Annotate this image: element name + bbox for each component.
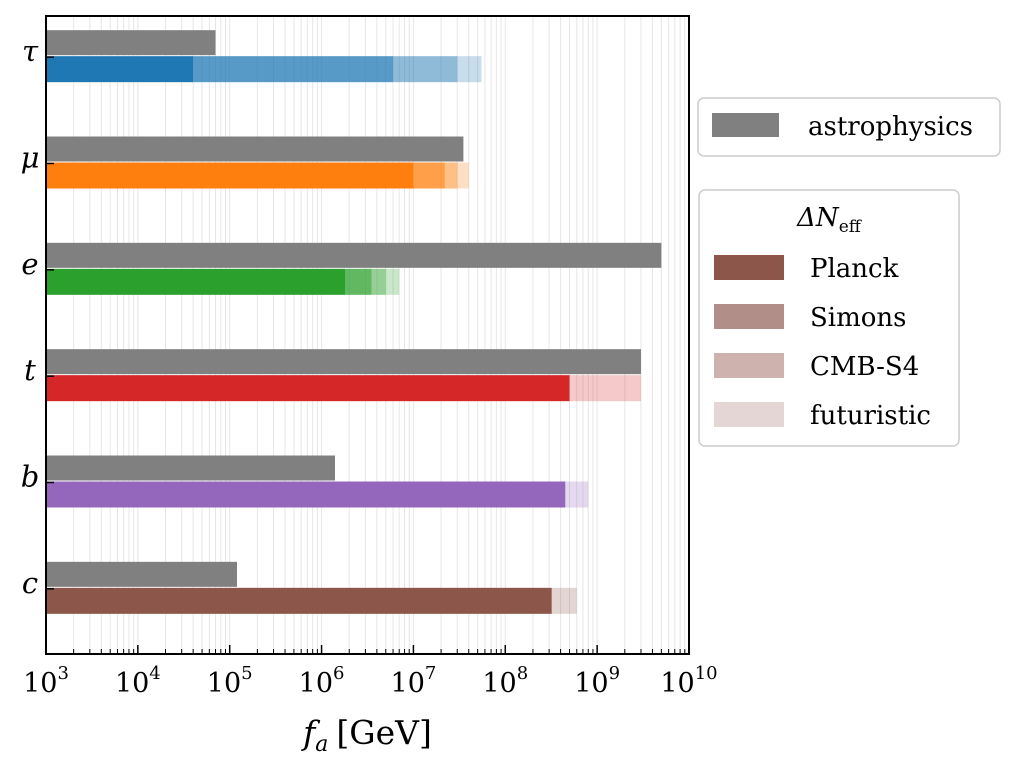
legend-label-astrophysics: astrophysics [808, 112, 973, 142]
grid [73, 16, 686, 654]
legend-label-planck: Planck [810, 254, 899, 284]
legend-delta-neff-frame [698, 189, 960, 447]
x-axis: 103 104 105 106 107 108 109 1010 [23, 645, 718, 699]
x-tick-label: 104 [115, 663, 161, 699]
legend-title-sub: eff [839, 217, 863, 237]
legend-astrophysics: astrophysics [697, 97, 1001, 157]
legend-swatch-futuristic [714, 402, 784, 427]
bar-astrophysics [46, 242, 662, 268]
x-tick-label: 109 [574, 663, 620, 699]
x-tick-label: 1010 [660, 663, 717, 699]
legend-swatch-planck [714, 255, 784, 280]
legend-swatch-cmb-s4 [714, 353, 784, 378]
y-tick-label: τ [22, 34, 39, 68]
y-tick-label: b [21, 460, 40, 494]
legend-entries: Planck Simons CMB-S4 futuristic [714, 254, 931, 431]
bar-astrophysics [46, 136, 464, 162]
legend-swatch-astrophysics [712, 113, 779, 137]
x-axis-title-sub: a [315, 732, 328, 757]
legend-swatch-simons [714, 304, 784, 329]
bars [46, 30, 662, 614]
bar-astrophysics [46, 349, 641, 375]
legend-label-simons: Simons [810, 303, 907, 333]
bar-delta-neff-planck [46, 481, 566, 508]
bar-delta-neff-planck [46, 56, 194, 83]
bar-delta-neff-futuristic [569, 375, 641, 402]
bar-astrophysics [46, 455, 335, 481]
bar-delta-neff-simons [345, 268, 372, 295]
bar-delta-neff-futuristic [551, 587, 577, 614]
x-tick-label: 105 [207, 663, 253, 699]
legend-label-futuristic: futuristic [810, 401, 931, 431]
x-tick-label: 107 [391, 663, 437, 699]
bar-delta-neff-futuristic [385, 268, 400, 295]
legend-label-cmb-s4: CMB-S4 [810, 352, 919, 382]
x-tick-label: 103 [23, 663, 69, 699]
bar-delta-neff-futuristic [457, 56, 482, 83]
bar-delta-neff-planck [46, 162, 414, 189]
bar-delta-neff-cmb-s4 [393, 56, 458, 83]
bar-delta-neff-planck [46, 587, 552, 614]
x-tick-label: 108 [482, 663, 528, 699]
x-axis-title: fa [GeV] [300, 713, 432, 757]
plot-frame [45, 15, 690, 655]
bar-delta-neff-simons [413, 162, 445, 189]
bar-astrophysics [46, 561, 237, 587]
y-tick-label: e [21, 247, 38, 281]
bar-delta-neff-planck [46, 375, 570, 402]
bar-delta-neff-cmb-s4 [444, 162, 458, 189]
x-tick-label: 106 [299, 663, 345, 699]
y-tick-label: t [24, 353, 36, 387]
y-tick-label: c [22, 566, 38, 600]
x-axis-title-unit: [GeV] [336, 713, 431, 752]
bar-delta-neff-simons [193, 56, 394, 83]
bar-delta-neff-futuristic [457, 162, 469, 189]
legend-delta-neff-title: ΔNeff [796, 203, 863, 237]
legend-delta-neff: ΔNeff Planck Simons CMB-S4 futuristic [698, 189, 960, 447]
bar-delta-neff-cmb-s4 [371, 268, 386, 295]
legend-astrophysics-frame [697, 97, 1001, 157]
bar-delta-neff-futuristic [565, 481, 589, 508]
bar-delta-neff-planck [46, 268, 346, 295]
legend-title-base: ΔN [796, 203, 840, 233]
y-axis: τ μ e t b c [21, 34, 54, 600]
bar-astrophysics [46, 30, 216, 56]
y-tick-label: μ [21, 141, 40, 175]
